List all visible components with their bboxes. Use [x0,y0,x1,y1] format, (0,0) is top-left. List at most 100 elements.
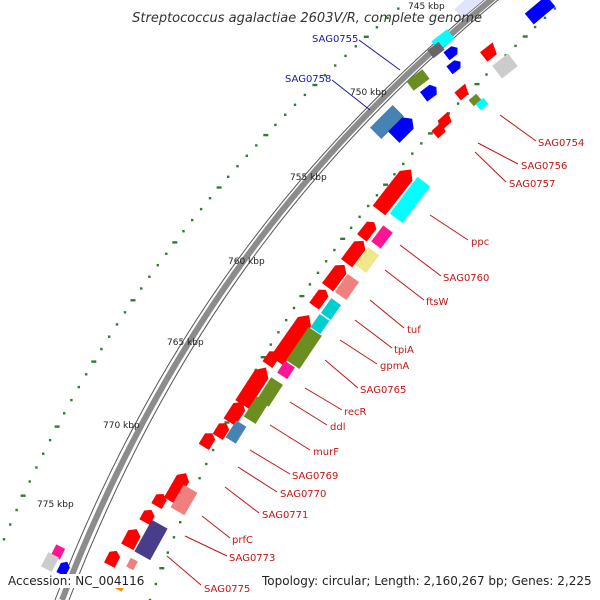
tick-mark [179,521,182,524]
tick-mark [308,283,312,286]
tick-mark [77,385,80,389]
gene-block [134,519,168,561]
gene-block [427,41,445,59]
gene-label: SAG0765 [360,385,406,396]
gene-label: SAG0757 [509,179,555,190]
leader-line [237,466,278,493]
tick-mark [42,452,45,455]
gene-label: SAG0771 [262,510,308,521]
gene-label: ftsW [426,297,448,308]
gene-block [310,314,330,334]
gene-block [454,0,490,19]
tick-mark [263,133,269,137]
leader-line [304,387,343,411]
tick-mark [277,331,280,334]
gene-label: murF [313,447,339,458]
tick-mark [216,186,222,189]
tick-mark [543,16,547,19]
tick-mark [91,360,97,363]
leader-line [358,39,401,71]
tick-mark [269,343,272,346]
tick-mark [285,318,288,322]
genome-backbone [59,0,496,600]
gene-label: SAG0758 [285,74,331,85]
tick-mark [299,294,305,298]
inner-gene-labels: SAG0754 SAG0756 SAG0757 ppc SAG0760 ftsW… [204,138,584,595]
leader-line [224,486,260,514]
gene-block [309,289,329,310]
tick-mark [130,299,136,302]
tick-mark [514,44,517,48]
leader-line [201,515,231,539]
tick-mark [383,183,389,186]
gene-label: SAG0755 [312,34,358,45]
gene-label: ddl [330,422,345,433]
tick-mark [420,142,423,145]
tick-mark [474,82,480,86]
tick-mark [9,523,12,526]
gene-label: prfC [232,535,253,546]
gene-label: tuf [407,325,421,336]
gene-label: SAG0760 [443,273,489,284]
tick-mark [211,448,215,452]
leader-line [499,114,537,142]
gene-block [243,396,269,424]
gene-block [56,561,70,577]
tick-mark [20,494,26,497]
tick-mark [255,144,258,147]
tick-mark [354,45,357,48]
tick-mark [397,7,400,10]
tick-mark [154,582,157,586]
leader-line [331,79,371,111]
genome-title: Streptococcus agalactiae 2603V/R, comple… [132,11,482,26]
leader-line [477,142,519,165]
tick-mark [191,218,194,222]
tick-mark [447,112,450,115]
tick-label: 775 kbp [37,500,74,510]
tick-mark [28,480,31,483]
tick-mark [333,248,336,252]
tick-mark [324,260,328,263]
gene-label: gpmA [380,361,409,372]
tick-mark [358,215,361,218]
tick-mark [35,466,38,469]
reverse-genes [112,0,556,592]
tick-mark [260,356,266,359]
gene-block [262,351,280,368]
gene-block [151,493,167,510]
tick-mark [115,323,119,326]
tick-mark [2,538,6,541]
tick-mark [166,551,169,554]
leader-line [474,151,507,183]
tick-mark [140,287,143,290]
gene-block [454,83,469,101]
gene-label: SAG0770 [280,489,326,500]
tick-mark [15,508,18,512]
gene-block [354,246,380,274]
tick-labels: 745 kbp 750 kbp 755 kbp 760 kbp 765 kbp … [37,2,445,510]
gene-block [277,360,295,380]
tick-mark [227,175,230,178]
leader-line [429,214,469,241]
gene-label: SAG0775 [204,584,250,595]
gene-block [475,97,489,111]
tick-mark [334,64,337,67]
gene-block [139,509,155,526]
tick-mark [172,536,176,539]
tick-mark [293,103,297,106]
gene-block [198,433,216,450]
gene-label: ppc [471,237,489,248]
tick-mark [411,152,414,155]
leader-line [166,555,202,586]
tick-mark [172,241,178,244]
gene-block [340,240,366,268]
tick-mark [208,197,212,200]
tick-mark [303,93,307,97]
tick-mark [198,477,201,480]
tick-mark [522,35,528,38]
tick-mark [156,264,159,267]
tick-mark [349,226,353,229]
tick-mark [386,16,389,20]
gene-block [370,105,404,139]
tick-mark [312,83,318,87]
